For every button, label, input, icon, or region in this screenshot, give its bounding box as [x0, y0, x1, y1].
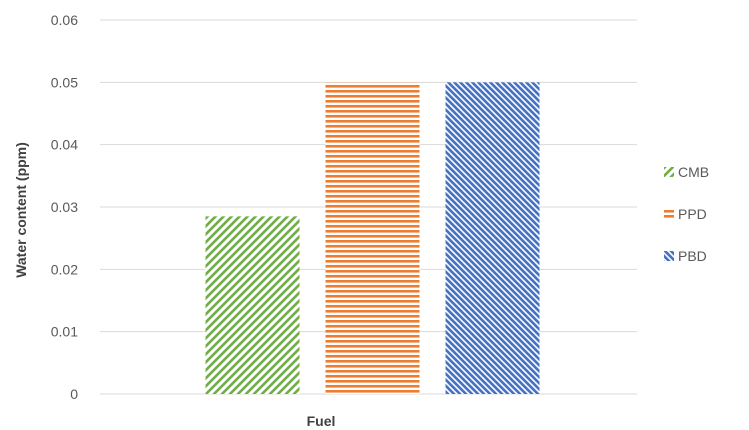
legend-label-ppd: PPD — [678, 206, 707, 222]
x-axis-title: Fuel — [307, 413, 336, 429]
bar-pbd — [445, 82, 540, 394]
y-tick-label: 0.06 — [51, 12, 78, 28]
bars — [205, 82, 540, 394]
legend-swatch-pbd — [664, 251, 674, 261]
y-tick-label: 0.01 — [51, 324, 78, 340]
y-axis-title: Water content (ppm) — [13, 142, 29, 278]
bar-ppd — [325, 82, 420, 394]
legend-label-pbd: PBD — [678, 248, 707, 264]
y-tick-label: 0.02 — [51, 261, 78, 277]
legend: CMB PPD PBD — [664, 164, 709, 264]
y-tick-label: 0.05 — [51, 74, 78, 90]
y-tick-label: 0 — [70, 386, 78, 402]
y-tick-label: 0.03 — [51, 199, 78, 215]
bar-cmb — [205, 216, 300, 394]
plot-area: 0 0.01 0.02 0.03 0.04 0.05 0.06 — [51, 12, 637, 402]
y-tick-label: 0.04 — [51, 137, 78, 153]
legend-label-cmb: CMB — [678, 164, 709, 180]
legend-swatch-ppd — [664, 209, 674, 219]
y-axis-tick-labels: 0 0.01 0.02 0.03 0.04 0.05 0.06 — [51, 12, 78, 402]
legend-swatch-cmb — [664, 167, 674, 177]
